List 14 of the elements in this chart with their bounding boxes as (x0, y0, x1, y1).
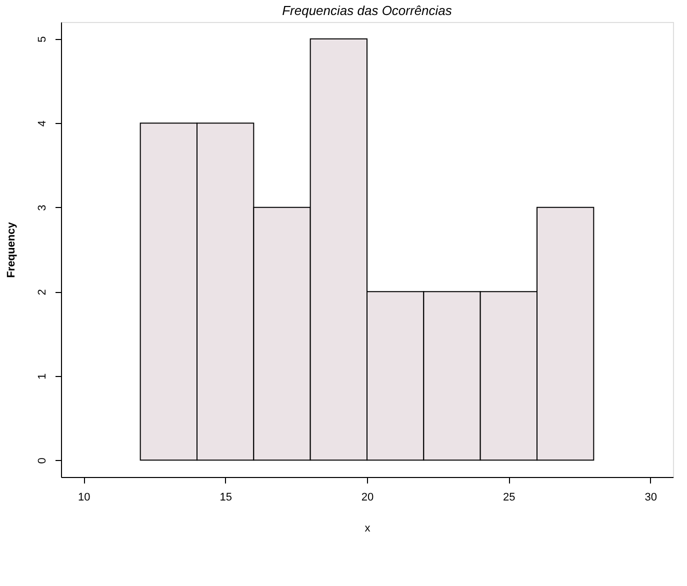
y-tick-label: 2 (36, 289, 48, 296)
y-tick-label: 5 (36, 36, 48, 42)
y-tick-label: 3 (36, 204, 48, 211)
x-axis-title: x (364, 522, 371, 534)
y-tick-label: 0 (36, 458, 48, 464)
y-axis-title: Frequency (6, 221, 18, 278)
y-tick-label: 1 (36, 373, 48, 380)
x-tick-label: 10 (78, 492, 90, 504)
x-tick-label: 15 (220, 492, 232, 504)
x-tick-label: 20 (361, 492, 374, 504)
x-tick-label: 30 (644, 492, 657, 504)
chart-title: Frequencias das Ocorrências (282, 3, 452, 18)
x-tick-label: 25 (503, 492, 516, 504)
y-tick-label: 4 (36, 120, 48, 127)
